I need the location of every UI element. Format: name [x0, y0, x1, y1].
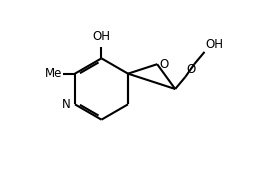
Text: O: O	[159, 58, 169, 71]
Text: N: N	[62, 98, 70, 111]
Text: OH: OH	[205, 38, 223, 51]
Text: Me: Me	[44, 67, 62, 80]
Text: O: O	[186, 63, 196, 76]
Text: OH: OH	[93, 30, 110, 43]
